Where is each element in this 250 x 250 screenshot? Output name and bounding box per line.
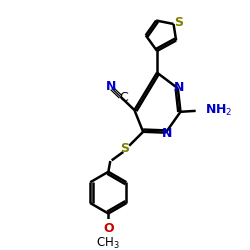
- Text: O: O: [103, 222, 114, 235]
- Text: N: N: [162, 127, 172, 140]
- Text: N: N: [106, 80, 116, 93]
- Text: NH$_2$: NH$_2$: [205, 104, 232, 118]
- Text: CH$_3$: CH$_3$: [96, 236, 120, 250]
- Text: N: N: [174, 81, 184, 94]
- Text: S: S: [120, 142, 129, 155]
- Text: S: S: [174, 16, 183, 29]
- Text: C: C: [119, 91, 128, 104]
